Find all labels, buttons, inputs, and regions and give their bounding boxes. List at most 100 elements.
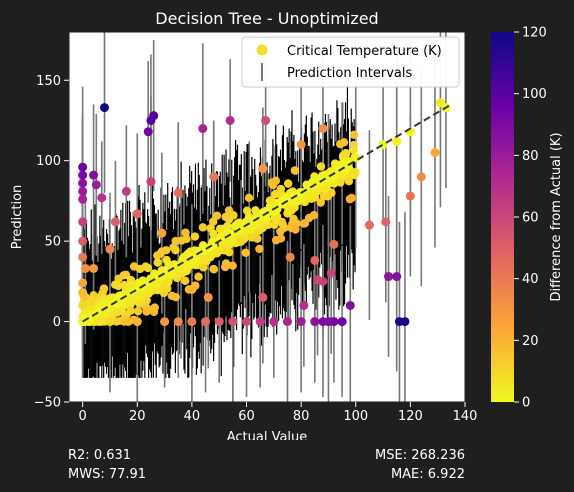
cloud-point (228, 261, 237, 270)
data-point (78, 278, 88, 288)
reference-line (82, 103, 452, 323)
data-point (299, 300, 309, 310)
data-point (329, 239, 339, 249)
x-tick-label: 60 (238, 409, 255, 424)
data-point (100, 103, 110, 113)
cloud-point (160, 281, 170, 291)
x-axis-label: Actual Value (227, 430, 308, 440)
cloud-point (245, 225, 255, 234)
data-point (364, 220, 374, 230)
y-tick-label: 150 (36, 74, 61, 89)
data-point (258, 292, 268, 302)
data-point (176, 268, 186, 278)
colorbar-tick-label: 60 (522, 211, 539, 226)
data-point (78, 300, 88, 310)
data-point (91, 180, 101, 190)
cloud-point (126, 306, 135, 315)
plot-frame (68, 31, 466, 403)
data-point (89, 170, 99, 180)
data-point (89, 263, 99, 273)
x-tick-label: 20 (129, 409, 146, 424)
cloud-point (304, 191, 313, 201)
data-point (143, 127, 153, 137)
cloud-point (316, 162, 326, 171)
data-point (282, 317, 292, 327)
cloud-point (133, 306, 143, 316)
data-point (405, 191, 415, 201)
data-point (313, 275, 323, 285)
cloud-point (336, 139, 345, 149)
data-point (255, 317, 265, 327)
metric-mae: MAE: 6.922 (390, 467, 465, 482)
data-point (187, 317, 197, 327)
data-point (296, 140, 306, 150)
cloud-point (135, 264, 145, 274)
data-point (258, 164, 268, 174)
cloud-point (212, 211, 222, 220)
colorbar-tick-label: 100 (522, 87, 547, 102)
chart: Decision Tree - Unoptimized 0 20 40 60 80 100… (10, 9, 564, 440)
cloud-point (253, 234, 262, 243)
cloud-point (151, 271, 161, 280)
cloud-point (150, 303, 159, 312)
x-tick-label: 120 (398, 409, 423, 424)
data-point (173, 317, 183, 327)
cloud-point (349, 145, 358, 155)
colorbar-gradient (491, 32, 514, 402)
data-point (285, 252, 295, 262)
cloud-point (214, 246, 223, 255)
data-point (110, 217, 120, 227)
data-point (225, 115, 235, 125)
data-point (173, 188, 183, 198)
cloud-point (278, 219, 287, 229)
data-point (416, 172, 426, 182)
cloud-point (290, 166, 300, 175)
x-tick-label: 0 (79, 409, 87, 424)
cloud-point (181, 228, 190, 237)
data-point (323, 175, 333, 185)
data-point (78, 288, 88, 298)
cloud-point (327, 188, 336, 198)
cloud-point (209, 217, 218, 226)
metric-r2: R2: 0.631 (68, 448, 132, 463)
cloud-point (206, 253, 215, 262)
cloud-point (171, 236, 180, 246)
x-tick-label: 40 (184, 409, 201, 424)
y-tick-label: 100 (36, 154, 61, 169)
cloud-point (100, 299, 109, 308)
cloud-point (276, 234, 286, 243)
y-tick-label: 50 (44, 235, 61, 250)
data-point (78, 236, 88, 246)
data-point (149, 111, 159, 121)
cloud-point (143, 263, 153, 273)
cloud-point (285, 206, 295, 216)
data-point (310, 255, 320, 265)
cloud-point (348, 169, 358, 179)
data-point (78, 178, 88, 188)
cloud-point (338, 153, 348, 162)
data-point (384, 272, 394, 282)
cloud-point (209, 264, 218, 274)
y-tick-label: −50 (34, 396, 61, 411)
data-point (105, 244, 115, 254)
colorbar-tick-label: 0 (522, 396, 530, 411)
cloud-point (266, 196, 276, 205)
legend-label-prediction-intervals: Prediction Intervals (287, 66, 412, 81)
cloud-point (209, 229, 218, 238)
x-tick-label: 80 (293, 409, 310, 424)
cloud-point (127, 296, 136, 305)
data-point (269, 317, 279, 327)
data-point (329, 317, 339, 327)
cloud-point (221, 262, 230, 272)
cloud-point (112, 308, 122, 317)
cloud-point (267, 178, 277, 187)
x-axis: 0 20 40 60 80 100 120 140 (79, 402, 477, 424)
data-point (187, 284, 197, 294)
cloud-point (180, 252, 189, 261)
cloud-point (198, 223, 208, 232)
data-point (228, 317, 238, 327)
data-point (201, 317, 211, 327)
data-point (105, 317, 115, 327)
y-tick-label: 0 (53, 315, 61, 330)
data-point (203, 292, 213, 302)
